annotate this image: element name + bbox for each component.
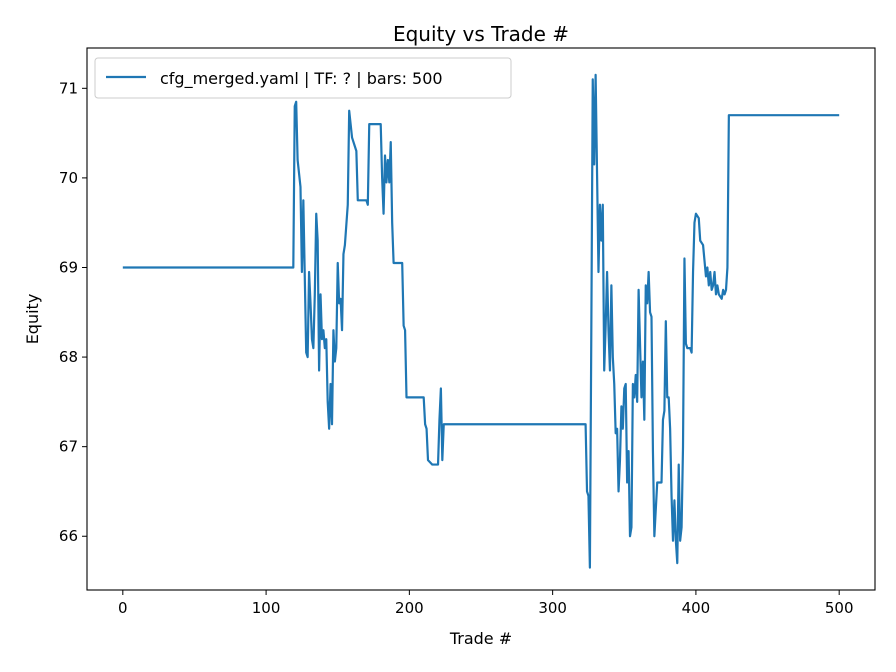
x-tick-label: 200	[395, 599, 424, 617]
y-tick-label: 68	[59, 348, 78, 366]
y-axis-label: Equity	[23, 294, 42, 345]
x-tick-label: 100	[252, 599, 281, 617]
series-layer	[122, 73, 840, 569]
x-tick-label: 300	[538, 599, 567, 617]
x-ticks: 0 100 200 300 400 500	[118, 590, 854, 617]
series-line-0	[122, 73, 840, 569]
y-tick-label: 66	[59, 527, 78, 545]
chart-title: Equity vs Trade #	[393, 22, 569, 46]
y-tick-label: 71	[59, 79, 78, 97]
legend-label: cfg_merged.yaml | TF: ? | bars: 500	[160, 69, 443, 89]
x-tick-label: 400	[682, 599, 711, 617]
x-tick-label: 0	[118, 599, 128, 617]
y-ticks: 66 67 68 69 70 71	[59, 79, 87, 545]
y-tick-label: 69	[59, 258, 78, 276]
plot-frame	[86, 47, 876, 591]
x-axis-label: Trade #	[449, 629, 512, 648]
legend: cfg_merged.yaml | TF: ? | bars: 500	[94, 57, 512, 99]
y-tick-label: 70	[59, 169, 78, 187]
legend-box	[94, 57, 512, 99]
y-tick-label: 67	[59, 438, 78, 456]
x-tick-label: 500	[825, 599, 854, 617]
